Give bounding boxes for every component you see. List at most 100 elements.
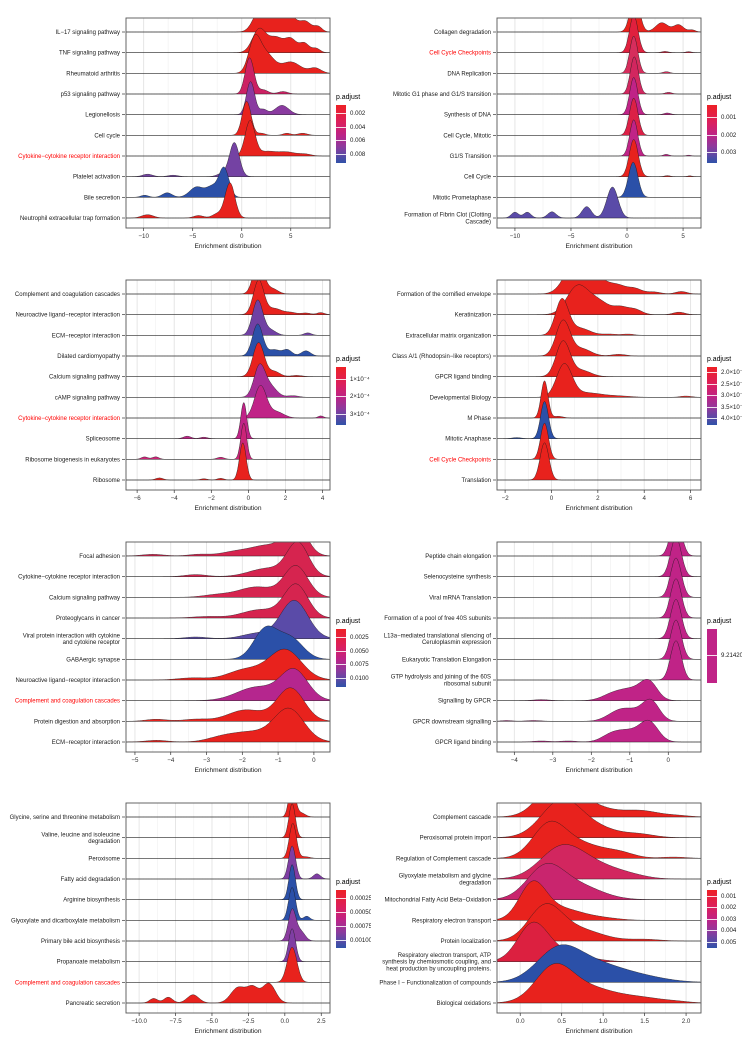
x-tick-label: 2.5 [317, 1018, 326, 1025]
x-axis-ticks: −10.0 −7.5 −5.0 −2.5 0.0 2.5 [131, 1013, 326, 1025]
panel-F: F TCGA−COAD (GSEA): LCAT−High vs LCAT−Lo… [371, 261, 742, 524]
ridge [126, 541, 330, 556]
legend: p.adjust 1×10⁻⁴ 2×10⁻⁴ 3×10⁻⁴ [336, 356, 371, 425]
legend-tick [336, 396, 346, 398]
row-label: degradation [459, 881, 491, 887]
ridge [497, 442, 701, 480]
gridlines [504, 279, 692, 490]
ridge [497, 319, 701, 356]
row-label: Ribosome biogenesis in eukaryotes [25, 457, 120, 463]
x-tick-label: −2 [208, 495, 216, 502]
legend-label: 0.002 [350, 110, 366, 118]
legend-body: 2.0×10⁻⁵ 2.5×10⁻⁵ 3.0×10⁻⁵ 3.5×10⁻⁵ 4.0×10⁻⁵ [707, 366, 742, 425]
legend-tick [336, 939, 346, 941]
x-tick-label: 6 [689, 495, 693, 502]
x-tick-label: −3 [549, 757, 557, 764]
legend-gradient-bar [336, 366, 346, 425]
ridge [497, 401, 701, 439]
ridge [126, 363, 330, 398]
row-label: ribosomal subunit [444, 681, 491, 687]
legend-tick [707, 907, 717, 909]
row-label: L13a−mediated translational silencing of [384, 633, 492, 639]
legend-tick [707, 655, 717, 656]
row-label: cAMP signaling pathway [55, 395, 120, 401]
ridge [497, 698, 701, 721]
x-tick-label: 1.0 [599, 1018, 608, 1025]
row-label: degradation [88, 839, 120, 845]
ridge [497, 640, 701, 680]
legend-tick [707, 930, 717, 932]
ridges [126, 18, 330, 219]
legend-title: p.adjust [336, 355, 361, 363]
ridge [497, 97, 701, 136]
row-label: M Phase [467, 416, 491, 422]
ridge [497, 56, 701, 95]
row-label: Viral protein interaction with cytokine [23, 633, 121, 639]
ridges [497, 803, 701, 1004]
row-label: Calcium signaling pathway [49, 374, 120, 380]
x-axis-label: Enrichment distribution [565, 243, 633, 250]
ridge [497, 18, 701, 33]
legend-body: 0.001 0.002 0.003 0.004 0.005 [707, 890, 742, 949]
row-label: G1/S Transition [450, 154, 491, 160]
row-label: Cell cycle [94, 133, 120, 139]
row-label: Cascade) [465, 219, 491, 225]
panel-C: C TCGA−LGG (GSEA): LCAT−High vs LCAT−Low… [0, 523, 371, 786]
legend-label: 2×10⁻⁴ [350, 393, 370, 401]
plot-border [496, 17, 702, 229]
row-label: Mitotic G1 phase and G1/S transition [393, 92, 491, 98]
plot-border [496, 802, 702, 1014]
row-label: Fatty acid degradation [61, 877, 120, 883]
row-label: Peptide chain elongation [425, 554, 491, 560]
row-label: Legionellosis [85, 113, 120, 119]
row-label: Extracellular matrix organization [406, 333, 491, 339]
panel-D: D TCGA−LIHC (GSEA): LCAT−High vs LCAT−Lo… [0, 785, 371, 1047]
ridge [126, 422, 330, 460]
x-axis-label: Enrichment distribution [565, 504, 633, 512]
legend-label: 0.003 [721, 915, 737, 923]
ridge [126, 564, 330, 597]
ridge [126, 667, 330, 701]
x-tick-label: −10 [510, 233, 521, 240]
legend-label: 2.0×10⁻⁵ [721, 369, 742, 377]
x-tick-label: −5 [189, 233, 197, 240]
panel-A: A TCGA−ACC (GSEA): LCAT−High vs LCAT−Low… [0, 0, 371, 262]
row-label: GTP hydrolysis and joining of the 60S [391, 674, 491, 680]
row-label: Cell Cycle Checkpoints [429, 457, 491, 463]
ridges [126, 541, 330, 742]
row-label: GPCR ligand binding [435, 374, 491, 380]
x-axis-label: Enrichment distribution [194, 1028, 262, 1036]
row-label: ECM−receptor interaction [52, 740, 120, 746]
x-tick-label: −1 [626, 757, 634, 764]
ridge [126, 299, 330, 336]
gridlines [514, 18, 684, 228]
row-label: TNF signaling pathway [59, 51, 120, 57]
row-label: Formation of a pool of free 40S subunits [384, 616, 491, 622]
x-tick-label: 0 [667, 757, 671, 764]
legend-tick [336, 154, 346, 156]
ridge [126, 823, 330, 859]
legend-tick [336, 650, 346, 652]
row-label: Proteoglycans in cancer [56, 616, 120, 622]
legend-tick [336, 636, 346, 638]
x-axis-ticks: −5 −4 −3 −2 −1 0 [131, 751, 316, 764]
legend-body: 1×10⁻⁴ 2×10⁻⁴ 3×10⁻⁴ [336, 366, 371, 425]
legend-label: 4.0×10⁻⁵ [721, 415, 742, 423]
ridgeline-plot: Complement and coagulation cascades Neuro… [0, 261, 371, 524]
ridge [126, 864, 330, 901]
ridge [126, 142, 330, 177]
x-tick-label: 2 [596, 495, 600, 502]
row-label: Mitotic Prometaphase [433, 195, 492, 201]
legend-label: 0.0075 [350, 660, 369, 668]
row-label: IL−17 signaling pathway [55, 30, 120, 36]
plot-border [125, 17, 331, 229]
legend-tick [336, 140, 346, 142]
x-tick-label: 4 [321, 495, 325, 502]
row-label: and cytokine receptor [63, 640, 120, 646]
legend-tick [707, 418, 717, 420]
ridgeline-plot: Focal adhesion Cytokine−cytokine receptor… [0, 523, 371, 786]
legend-label: 0.00075 [350, 922, 371, 930]
legend-gradient-bar [336, 890, 346, 949]
x-tick-label: 5 [289, 233, 293, 240]
legend-tick [707, 395, 717, 397]
